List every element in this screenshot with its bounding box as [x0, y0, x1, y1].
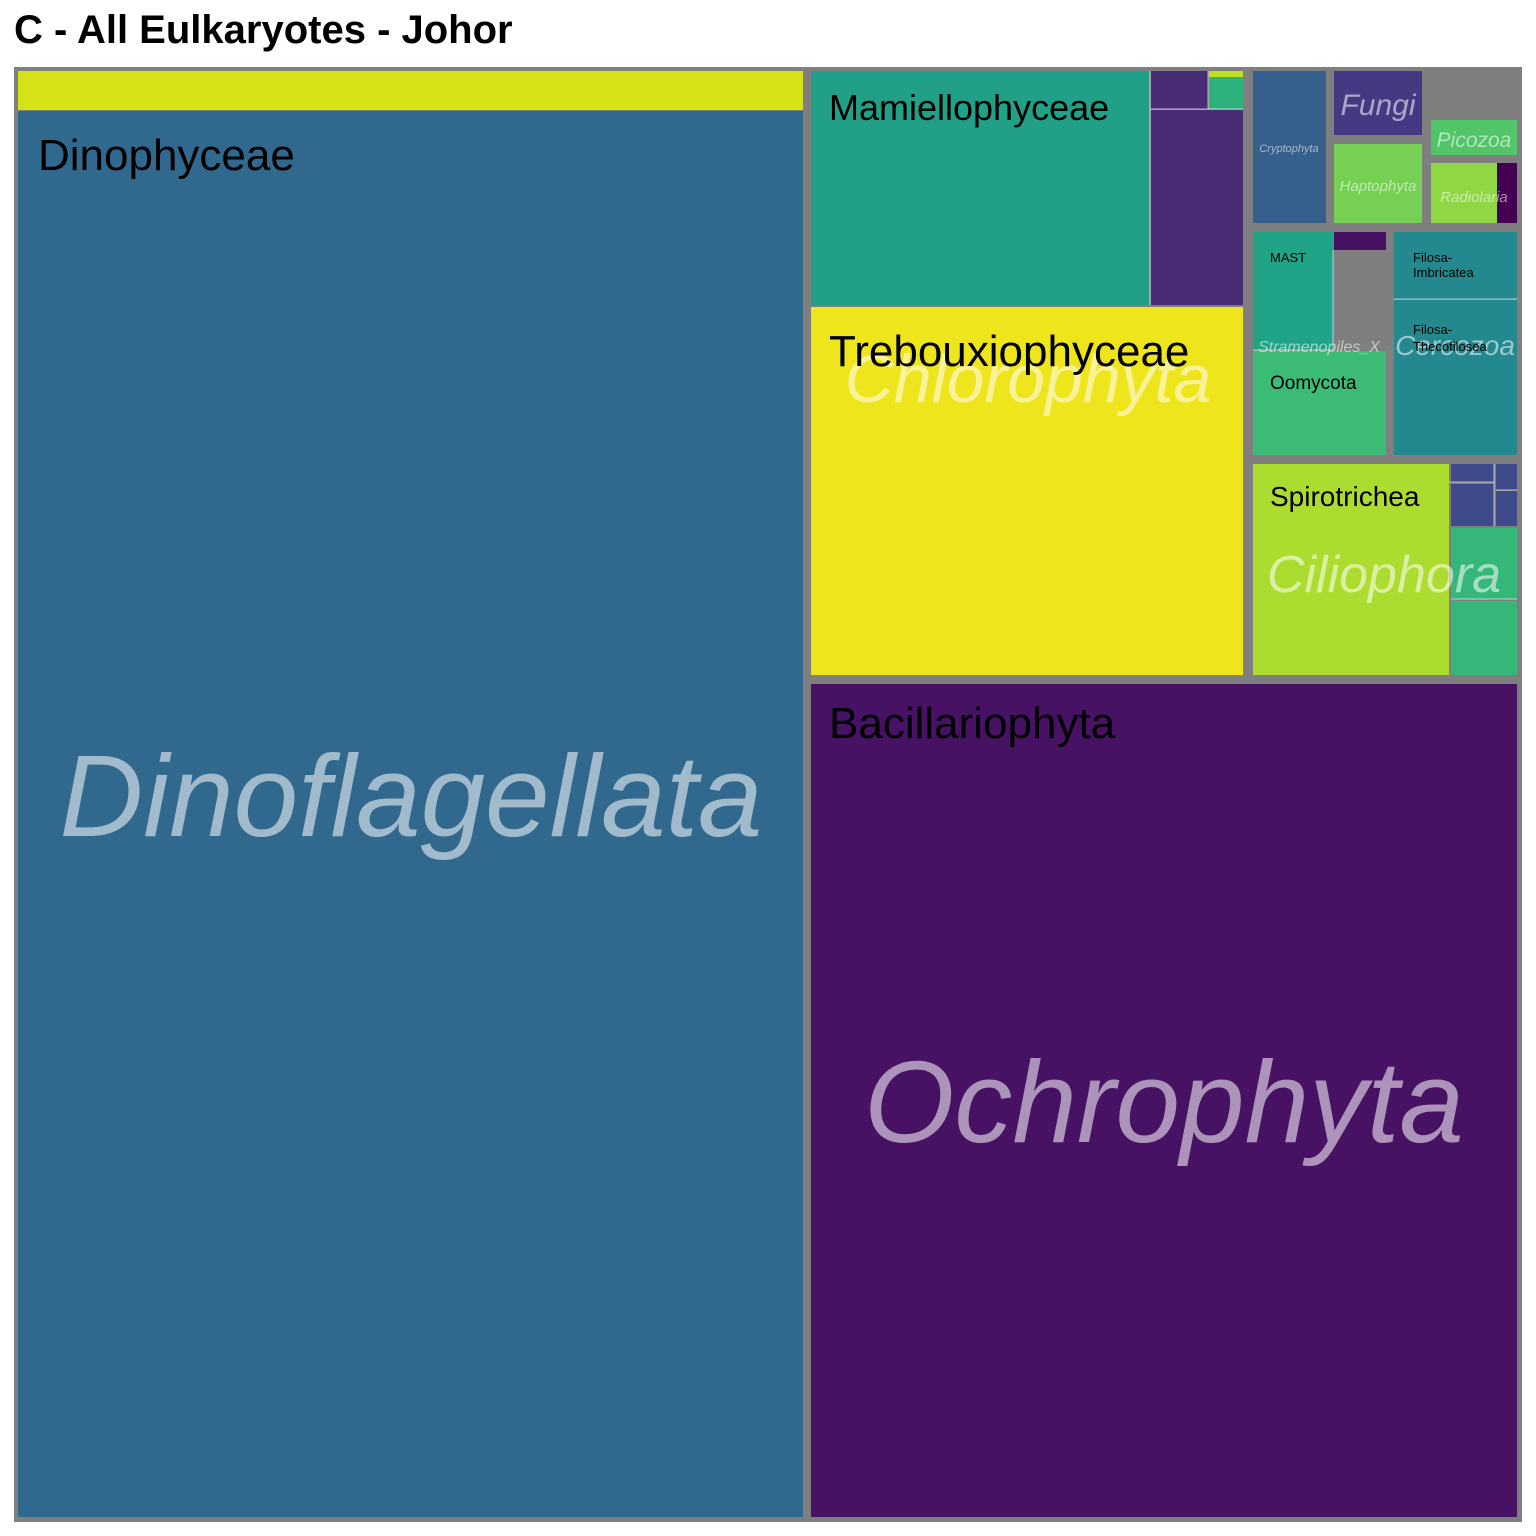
treemap-cell-bacillariophyta — [811, 684, 1517, 1517]
treemap-cell-ciliophora — [1496, 491, 1517, 526]
treemap-cell-chlorophyta — [1151, 71, 1208, 109]
class-label-spirotrichea: Spirotrichea — [1270, 481, 1420, 512]
class-label-oomycota: Oomycota — [1270, 373, 1357, 394]
phylum-label-ciliophora: Ciliophora — [1267, 546, 1501, 604]
phylum-label-ochrophyta: Ochrophyta — [864, 1037, 1464, 1167]
treemap-cell-dinophyceae — [18, 111, 803, 1517]
treemap-cell-ciliophora — [1451, 601, 1517, 675]
phylum-label-haptophyta: Haptophyta — [1340, 178, 1417, 195]
treemap-cell-picozoa — [1431, 120, 1517, 155]
treemap-cell-ciliophora — [1496, 464, 1517, 490]
class-label-filosa-imbricatea: Filosa-Imbricatea — [1413, 250, 1474, 280]
treemap-cell-haptophyta — [1334, 144, 1422, 223]
treemap-cell-trebouxiophyceae — [811, 307, 1243, 675]
phylum-label-cercozoa: Cercozoa — [1395, 330, 1515, 361]
treemap-cell-filosa-imbricatea — [1394, 232, 1517, 299]
treemap-cell-dinoflagellata — [18, 71, 803, 110]
phylum-label-dinoflagellata: Dinoflagellata — [60, 731, 763, 861]
treemap-cell-spirotrichea — [1253, 464, 1449, 675]
treemap-cell-fungi — [1334, 71, 1422, 135]
treemap-cell-mast — [1253, 232, 1333, 350]
treemap-cell-stramenopiles-x — [1334, 232, 1386, 250]
class-label-mast: MAST — [1270, 250, 1306, 265]
phylum-label-chlorophyta: Chlorophyta — [845, 341, 1212, 417]
class-label-bacillariophyta: Bacillariophyta — [829, 699, 1116, 748]
treemap-cell-ciliophora — [1451, 528, 1517, 599]
phylum-label-fungi: Fungi — [1340, 89, 1416, 122]
phylum-label-radiolaria: Radiolaria — [1440, 189, 1508, 206]
class-label-trebouxiophyceae: Trebouxiophyceae — [829, 327, 1189, 376]
phylum-label-cryptophyta: Cryptophyta — [1259, 143, 1318, 155]
treemap-cell-radiolaria — [1431, 163, 1497, 223]
phylum-label-picozoa: Picozoa — [1437, 129, 1512, 152]
treemap-cell-mamiellophyceae — [811, 71, 1149, 305]
treemap-cell-chlorophyta — [1209, 71, 1243, 77]
treemap-cell-radiolaria — [1497, 163, 1517, 223]
treemap-cell-filosa-thecofilosea — [1394, 300, 1517, 455]
treemap-cell-oomycota — [1253, 351, 1386, 455]
treemap-cell-ciliophora — [1451, 464, 1494, 482]
class-label-filosa-thecofilosea: Filosa-Thecofilosea — [1413, 322, 1487, 354]
treemap-cell-chlorophyta — [1209, 77, 1243, 109]
chart-title: C - All Eulkaryotes - Johor — [14, 8, 513, 52]
phylum-label-stramenopiles-x: Stramenopiles_X — [1258, 339, 1381, 356]
class-label-mamiellophyceae: Mamiellophyceae — [829, 87, 1109, 128]
treemap-cell-ciliophora — [1451, 484, 1494, 526]
class-label-dinophyceae: Dinophyceae — [38, 131, 295, 180]
treemap-cell-chlorophyta — [1151, 110, 1243, 305]
treemap-cell-cryptophyta — [1253, 71, 1326, 223]
